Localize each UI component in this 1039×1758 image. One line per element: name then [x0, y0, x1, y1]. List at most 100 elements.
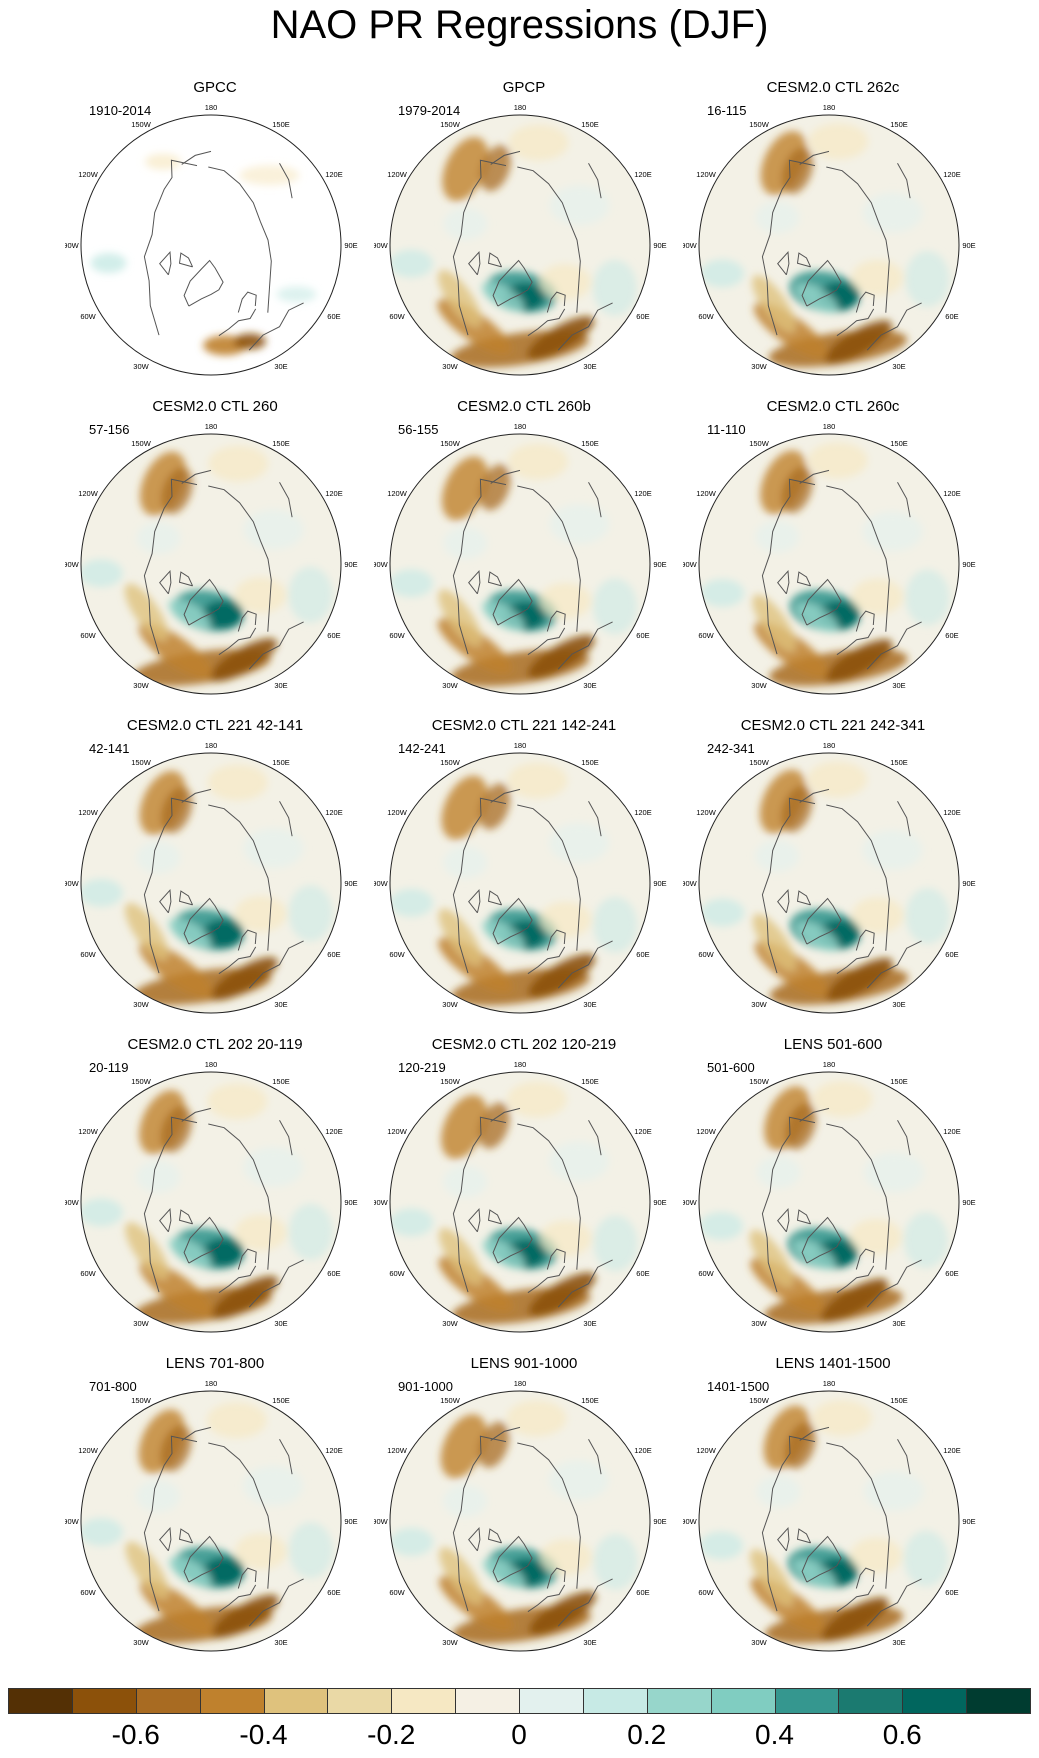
- longitude-label: 150W: [440, 1077, 461, 1086]
- longitude-label: 120E: [325, 1127, 343, 1136]
- coastline: [527, 946, 566, 975]
- longitude-label: 90E: [653, 879, 666, 888]
- polar-map: 180090W90E150W120W150E120E30W60W30E60E: [65, 1379, 358, 1652]
- longitude-label: 150E: [581, 1077, 599, 1086]
- longitude-label: 30W: [133, 1638, 149, 1647]
- longitude-label: 150W: [749, 1396, 770, 1405]
- coastline: [557, 1259, 613, 1308]
- polar-map: 180090W90E150W120W150E120E30W60W30E60E: [65, 741, 358, 1014]
- colorbar-box: [71, 1688, 137, 1714]
- coastline: [159, 888, 172, 914]
- coastline: [248, 1578, 304, 1627]
- longitude-label: 60E: [636, 1269, 649, 1278]
- longitude-label: 60E: [945, 1269, 958, 1278]
- map-panel: LENS 1401-15001401-1500180090W90E150W120…: [683, 1355, 983, 1655]
- coastline: [237, 610, 257, 632]
- longitude-label: 90W: [65, 560, 80, 569]
- colorbar-box: [455, 1688, 520, 1714]
- coastline: [218, 308, 257, 337]
- longitude-label: 60E: [636, 631, 649, 640]
- longitude-label: 90W: [683, 879, 698, 888]
- longitude-label: 150W: [131, 1396, 152, 1405]
- colorbar-box: [838, 1688, 904, 1714]
- colorbar-tick-label: -0.2: [367, 1719, 416, 1750]
- coastline: [487, 1209, 503, 1225]
- longitude-label: 150E: [890, 1396, 908, 1405]
- panel-title: LENS 501-600: [783, 1036, 883, 1053]
- colorbar-tick-label: 0.4: [755, 1719, 794, 1750]
- longitude-label: 30E: [892, 1319, 905, 1328]
- panel-years: 16-115: [707, 103, 747, 118]
- panel-title: LENS 901-1000: [470, 1355, 578, 1372]
- coastline: [517, 1442, 581, 1589]
- coastline: [801, 1216, 842, 1264]
- coastline: [248, 1259, 304, 1308]
- longitude-label: 150W: [131, 439, 152, 448]
- longitude-label: 90W: [374, 1517, 389, 1526]
- coastline: [181, 469, 212, 484]
- longitude-label: 60W: [698, 1269, 714, 1278]
- longitude-label: 90W: [374, 560, 389, 569]
- longitude-label: 120W: [78, 808, 99, 817]
- coastline: [492, 897, 533, 945]
- coastline: [836, 627, 875, 656]
- coastline: [468, 569, 481, 595]
- coastline: [183, 1216, 224, 1264]
- coastline: [588, 1439, 602, 1475]
- longitude-label: 30E: [892, 362, 905, 371]
- longitude-label: 30E: [892, 681, 905, 690]
- coastline: [527, 1584, 566, 1613]
- longitude-label: 90E: [962, 1198, 975, 1207]
- polar-map: 180090W90E150W120W150E120E30W60W30E60E: [374, 1379, 667, 1652]
- polar-map: 180090W90E150W120W150E120E30W60W30E60E: [374, 741, 667, 1014]
- longitude-label: 30W: [751, 362, 767, 371]
- longitude-label: 120E: [943, 1127, 961, 1136]
- map-panel: CESM2.0 CTL 262c16-115180090W90E150W120W…: [683, 79, 983, 379]
- coastline: [490, 1426, 521, 1441]
- coastline: [492, 1535, 533, 1583]
- coastline: [237, 291, 257, 313]
- coastline: [492, 259, 533, 307]
- longitude-label: 60W: [698, 950, 714, 959]
- coastline: [836, 1584, 875, 1613]
- colorbar: [8, 1688, 1031, 1716]
- coastline: [801, 897, 842, 945]
- coastline: [897, 801, 911, 837]
- colorbar-box: [902, 1688, 968, 1714]
- colorbar-tick-label: 0: [511, 1719, 527, 1750]
- coastline: [527, 1265, 566, 1294]
- longitude-label: 60W: [80, 631, 96, 640]
- panel-title: GPCC: [193, 79, 237, 96]
- longitude-label: 60E: [636, 1588, 649, 1597]
- panel-years: 20-119: [89, 1060, 129, 1075]
- coastline: [866, 1578, 922, 1627]
- panel-title: CESM2.0 CTL 262c: [766, 79, 900, 96]
- coastline: [761, 159, 816, 336]
- panel-years: 242-341: [707, 741, 755, 756]
- coastline: [208, 804, 272, 951]
- panel-title: CESM2.0 CTL 202 120-219: [431, 1036, 617, 1053]
- longitude-label: 150W: [749, 1077, 770, 1086]
- longitude-label: 30E: [583, 1000, 596, 1009]
- longitude-label: 90E: [653, 1198, 666, 1207]
- longitude-label: 60E: [327, 312, 340, 321]
- coastline: [468, 1526, 481, 1552]
- coastline: [777, 569, 790, 595]
- longitude-label: 60W: [389, 312, 405, 321]
- coastline: [452, 797, 507, 974]
- coastline: [557, 1578, 613, 1627]
- longitude-label: 120E: [943, 808, 961, 817]
- coastline: [143, 478, 198, 655]
- longitude-label: 150W: [440, 1396, 461, 1405]
- longitude-label: 150E: [581, 1396, 599, 1405]
- coastline: [208, 166, 272, 313]
- longitude-label: 30W: [133, 1000, 149, 1009]
- coastline: [866, 302, 922, 351]
- colorbar-tick-label: -0.6: [111, 1719, 160, 1750]
- coastline: [181, 788, 212, 803]
- coastline: [490, 150, 521, 165]
- coastline: [799, 788, 830, 803]
- longitude-label: 30E: [892, 1638, 905, 1647]
- panel-years: 57-156: [89, 422, 130, 437]
- longitude-label: 90E: [344, 560, 357, 569]
